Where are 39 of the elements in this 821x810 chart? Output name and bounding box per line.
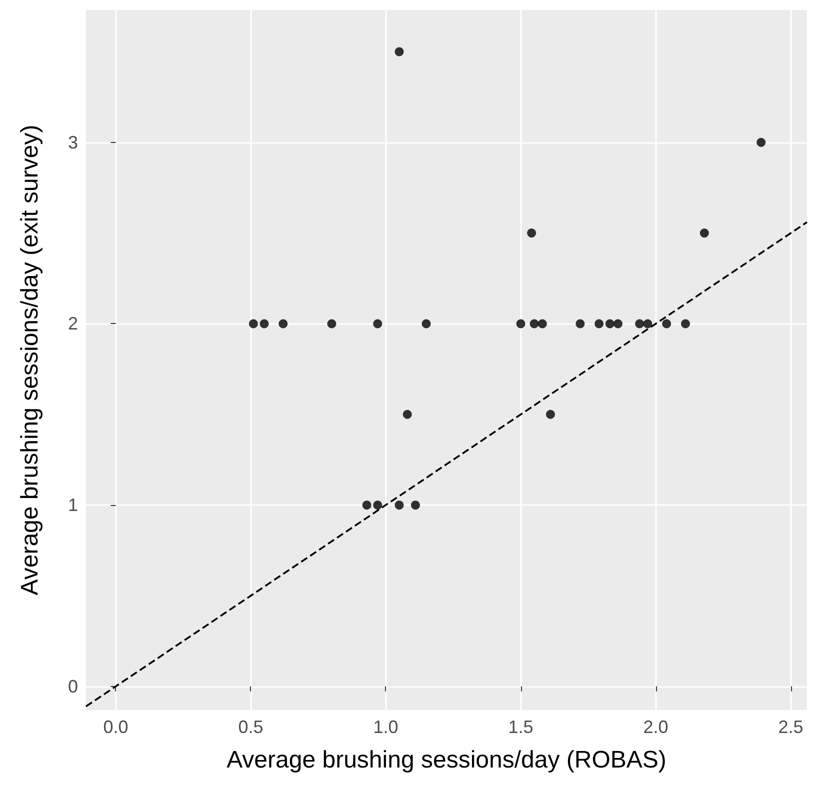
x-tick-label: 1.0 <box>373 717 398 737</box>
x-tick-label: 1.5 <box>508 717 534 737</box>
y-tick-label: 2 <box>68 314 78 334</box>
point <box>594 319 604 328</box>
point <box>516 319 526 328</box>
x-tick-label: 0.0 <box>103 717 128 737</box>
point <box>635 319 644 328</box>
point <box>394 500 404 510</box>
x-axis-title: Average brushing sessions/day (ROBAS) <box>226 746 666 774</box>
y-tick-label: 0 <box>68 676 78 696</box>
point <box>527 228 536 238</box>
point <box>538 319 547 328</box>
y-axis-title: Average brushing sessions/day (exit survey) <box>16 124 44 596</box>
point <box>278 319 288 328</box>
point <box>700 228 709 238</box>
point <box>422 319 431 328</box>
point <box>373 500 382 510</box>
point <box>643 319 652 328</box>
point <box>327 319 336 328</box>
point <box>260 319 269 328</box>
point <box>605 319 614 328</box>
point <box>613 319 622 328</box>
point <box>402 410 412 419</box>
point <box>530 319 539 328</box>
x-tick-label: 0.5 <box>238 717 264 737</box>
point <box>248 319 258 328</box>
point <box>373 319 382 328</box>
point <box>756 138 766 147</box>
point <box>410 500 420 510</box>
point <box>394 47 404 56</box>
point <box>362 500 372 510</box>
point <box>680 319 690 328</box>
y-tick-label: 1 <box>68 495 78 516</box>
x-tick-label: 2.0 <box>643 717 668 737</box>
point <box>546 410 555 419</box>
point <box>662 319 672 328</box>
point <box>576 319 585 328</box>
x-tick-label: 2.5 <box>778 717 804 737</box>
y-tick-label: 3 <box>68 132 78 152</box>
